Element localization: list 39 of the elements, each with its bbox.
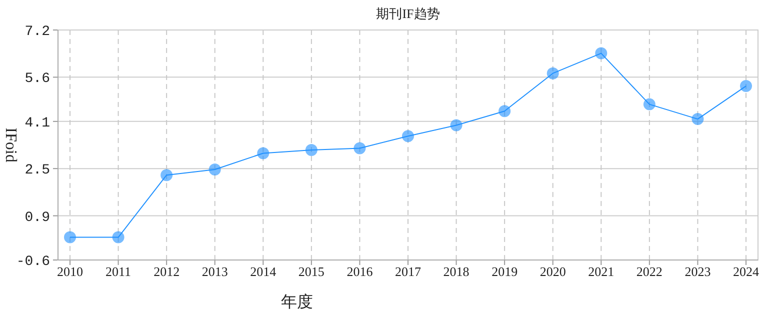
point	[112, 231, 124, 244]
point	[257, 147, 270, 160]
point	[595, 47, 608, 60]
x-tick-label: 2023	[684, 264, 711, 279]
chart-title: 期刊IF趋势	[376, 6, 440, 21]
x-tick-label: 2019	[492, 264, 518, 279]
x-tick-label: 2010	[57, 264, 83, 279]
x-tick-label: 2024	[733, 264, 760, 279]
x-axis-title: 年度	[281, 293, 313, 311]
y-tick-label: -0.6	[16, 254, 50, 270]
x-tick-label: 2016	[346, 264, 374, 279]
y-tick-label: 2.5	[24, 162, 50, 179]
x-tick-label: 2020	[540, 264, 566, 279]
point	[498, 105, 511, 118]
point	[208, 163, 221, 176]
point	[354, 142, 366, 154]
y-tick-label: 4.1	[24, 115, 50, 132]
x-tick-label: 2022	[636, 264, 662, 279]
y-tick-label: 0.9	[24, 210, 50, 226]
x-tick-label: 2015	[298, 264, 324, 279]
x-tick-label: 2014	[250, 264, 277, 279]
x-tick-label: 2017	[395, 264, 422, 279]
y-tick-label: 5.6	[24, 71, 50, 88]
point	[450, 119, 462, 132]
point	[692, 113, 704, 126]
point	[643, 98, 656, 110]
point	[402, 130, 414, 142]
point	[160, 169, 173, 182]
x-tick-label: 2011	[106, 264, 132, 279]
x-tick-label: 2021	[588, 264, 614, 279]
point	[64, 231, 76, 244]
point	[305, 144, 318, 156]
x-tick-label: 2012	[154, 264, 180, 279]
y-axis-title: IFoid	[2, 128, 19, 162]
x-tick-label: 2013	[202, 264, 228, 279]
point	[546, 67, 559, 80]
point	[740, 80, 752, 92]
x-tick-label: 2018	[443, 264, 470, 279]
y-tick-label: 7.2	[24, 24, 50, 40]
